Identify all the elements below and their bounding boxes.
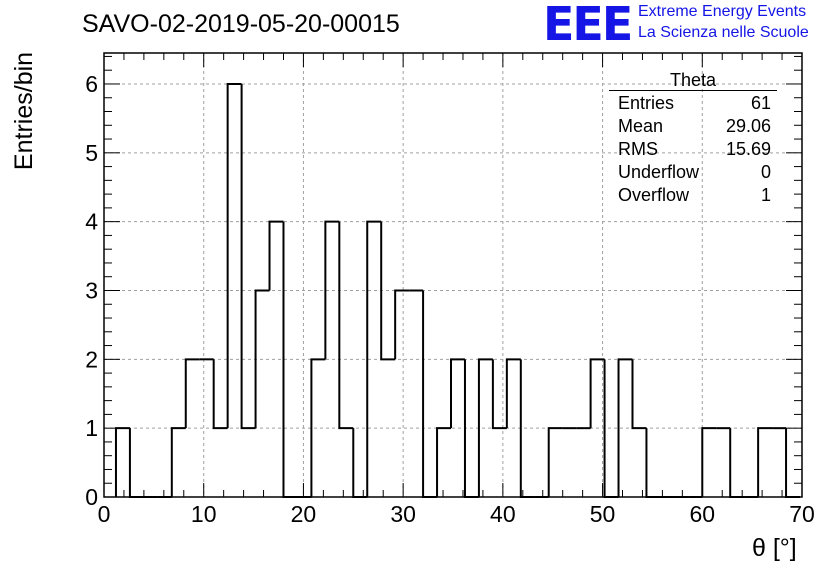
y-tick-label: 0 [85,484,98,510]
stats-row-overflow: Overflow 1 [609,183,777,206]
histogram-bin [282,221,298,498]
stats-box: Theta Entries 61 Mean 29.06 RMS 15.69 Un… [609,70,777,206]
histogram-bin [114,427,130,497]
x-tick-label: 10 [191,501,217,527]
x-tick-label: 50 [590,501,616,527]
x-tick-label: 0 [98,501,111,527]
stats-label: RMS [618,139,658,159]
histogram-bin [589,358,605,429]
y-tick-label: 4 [85,209,98,235]
y-tick-label: 5 [85,140,98,166]
y-tick-label: 1 [85,415,98,441]
histogram-bin [436,427,452,497]
plot-frame [103,52,803,498]
y-tick-label: 6 [85,71,98,97]
histogram-bin [547,427,563,497]
histogram-bin [240,83,256,430]
histogram-bin [338,221,354,430]
logo-text-line1: Extreme Energy Events [638,3,807,20]
histogram-bin [212,359,228,430]
histogram-bin [729,428,745,498]
stats-row-entries: Entries 61 [609,91,777,114]
y-tick-label: 2 [85,346,98,372]
histogram-bin [394,289,410,360]
stats-label: Overflow [618,185,690,205]
histogram-bin [352,428,368,498]
histogram-bin [785,428,801,498]
histogram-bin [477,358,493,497]
stats-title: Theta [609,70,777,91]
y-tick-label: 3 [85,277,98,303]
stats-row-rms: RMS 15.69 [609,137,777,160]
histogram-bin [170,427,186,497]
x-axis-label: θ [°] [752,534,797,562]
histogram-bin [422,290,438,498]
histogram-bin [226,82,242,429]
stats-label: Mean [618,116,664,136]
stats-value: 61 [750,93,771,113]
histogram-bin [491,359,507,430]
histogram-bin [645,428,661,498]
histogram-bin [757,427,773,497]
histogram-bin [128,428,144,498]
stats-row-underflow: Underflow 0 [609,160,777,183]
stats-value: 0 [760,162,771,182]
stats-value: 1 [760,185,771,205]
histogram-bin [463,359,479,498]
stats-label: Entries [618,93,675,113]
histogram-bin [268,220,284,291]
logo-text-line2: La Scienza nelle Scuole [638,24,809,41]
y-axis-label: Entries/bin [10,51,38,171]
histogram-bin [617,358,633,497]
histogram-bin [324,220,340,360]
x-tick-label: 40 [490,501,516,527]
x-tick-label: 60 [689,501,715,527]
histogram-bin [603,359,619,498]
stats-label: Underflow [618,162,700,182]
histogram-bin [505,358,521,429]
eee-logo-mark: EEE [543,0,633,51]
x-tick-label: 30 [390,501,416,527]
histogram-bin [366,220,382,497]
histogram-bin [254,289,270,429]
histogram-bin [184,358,200,429]
x-tick-label: 20 [291,501,317,527]
histogram-bin [631,359,647,430]
histogram-bin [519,359,535,498]
histogram-bin [380,221,396,361]
histogram-bin [450,358,465,429]
chart-title: SAVO-02-2019-05-20-00015 [82,10,400,38]
histogram-bin [310,358,326,497]
stats-value: 29.06 [725,116,771,136]
histogram-bin [701,427,717,497]
stats-value: 15.69 [725,139,771,159]
x-tick-label: 70 [789,501,815,527]
stats-row-mean: Mean 29.06 [609,114,777,137]
